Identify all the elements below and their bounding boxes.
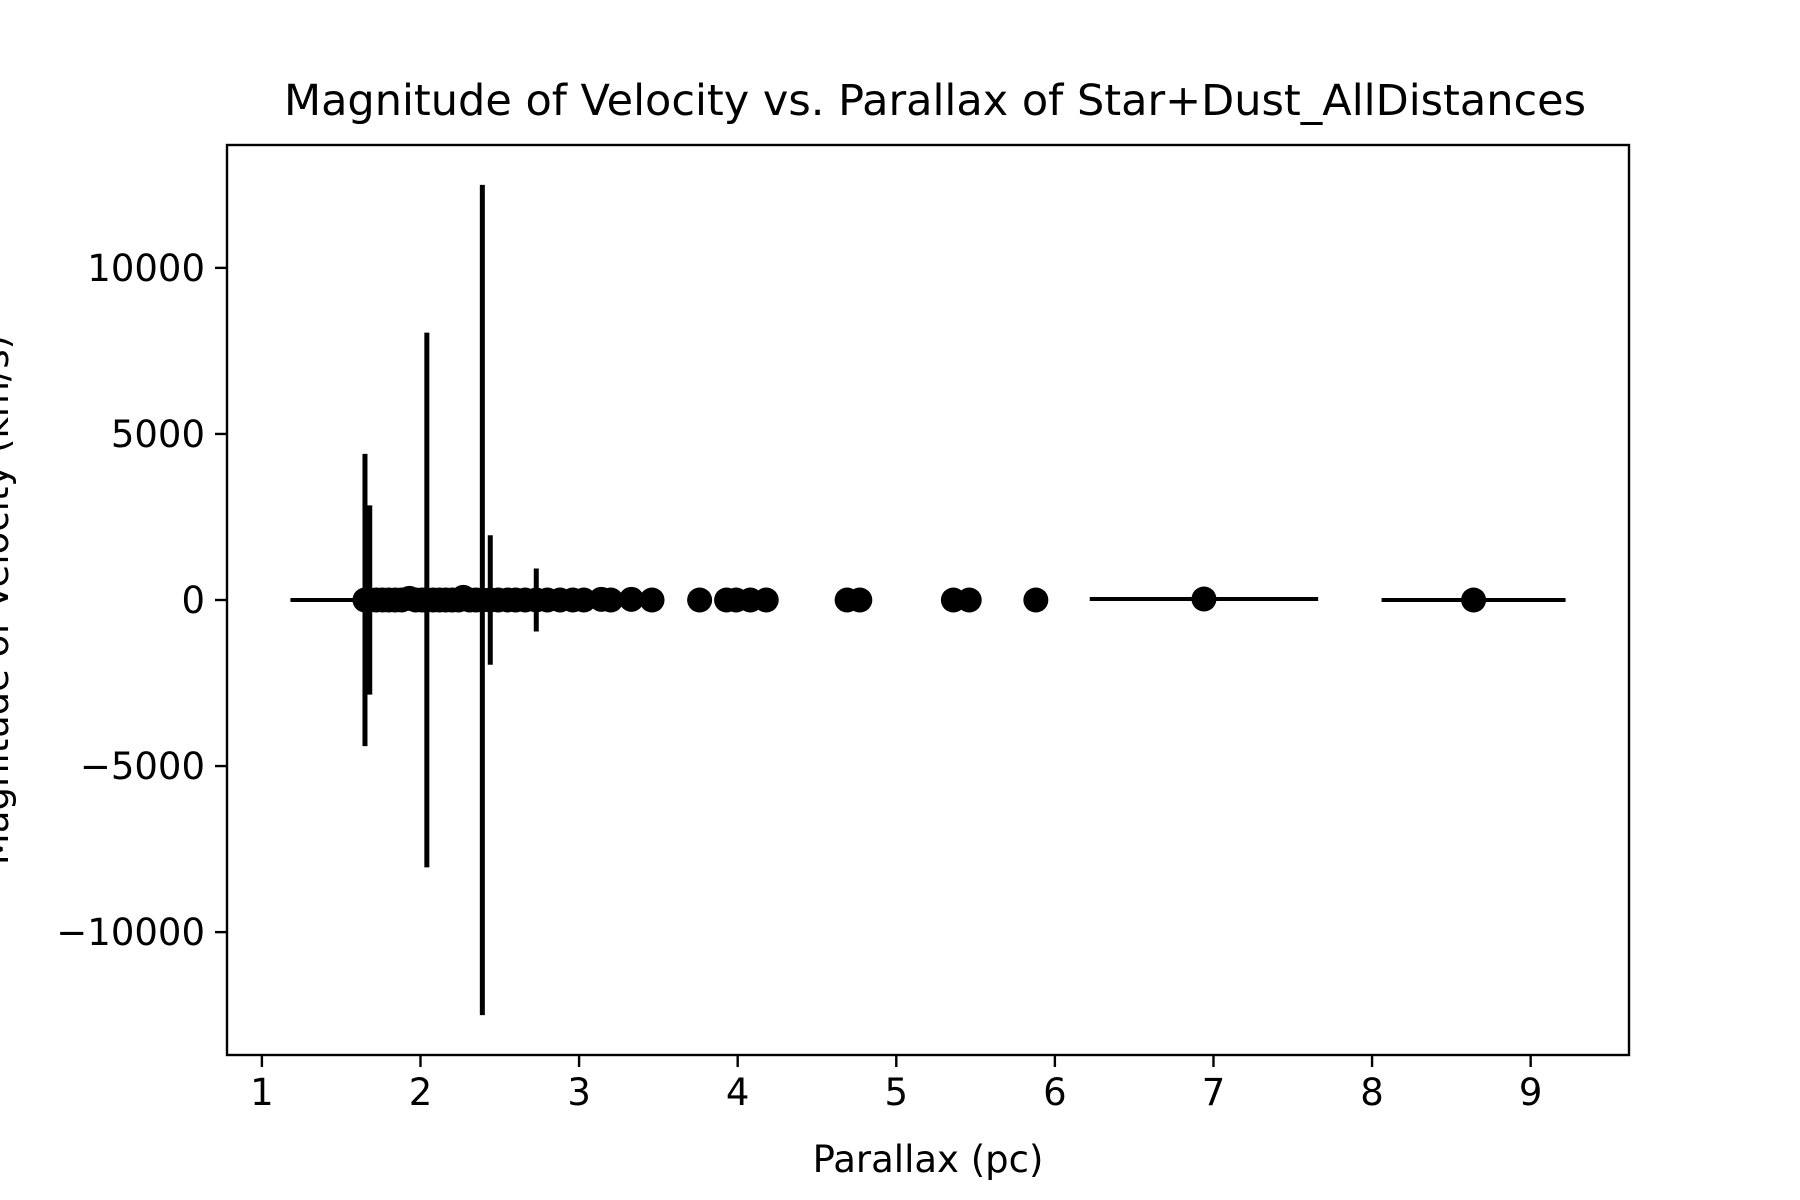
y-tick-label: −5000 (80, 745, 205, 788)
x-tick-label: 3 (567, 1071, 591, 1114)
data-point (618, 586, 644, 612)
data-point (956, 587, 982, 613)
y-axis-label: Magnitude of Velocity (km/s) (0, 335, 17, 865)
y-tick-label: 5000 (111, 413, 205, 456)
x-axis: 1 2 3 4 5 6 7 8 9 (250, 1055, 1542, 1114)
data-point (639, 587, 665, 613)
y-tick-label: 0 (181, 579, 205, 622)
x-tick-label: 2 (409, 1071, 433, 1114)
plot-area (290, 184, 1566, 1016)
data-point (1461, 587, 1487, 613)
chart-title: Magnitude of Velocity vs. Parallax of St… (284, 76, 1586, 126)
x-tick-label: 9 (1519, 1071, 1543, 1114)
x-tick-label: 1 (250, 1071, 274, 1114)
y-tick-label: −10000 (56, 911, 205, 954)
data-point (1023, 587, 1049, 613)
x-tick-label: 6 (1043, 1071, 1067, 1114)
x-tick-label: 8 (1360, 1071, 1384, 1114)
data-point (753, 587, 779, 613)
data-point (598, 587, 624, 613)
y-tick-label: 10000 (87, 247, 205, 290)
data-point (1191, 586, 1217, 612)
x-tick-label: 4 (726, 1071, 750, 1114)
x-tick-label: 7 (1202, 1071, 1226, 1114)
data-point (687, 587, 713, 613)
data-point (847, 587, 873, 613)
data-point (571, 587, 597, 613)
y-axis: 10000 5000 0 −5000 −10000 (56, 247, 227, 954)
x-axis-label: Parallax (pc) (813, 1138, 1044, 1181)
x-tick-label: 5 (885, 1071, 909, 1114)
